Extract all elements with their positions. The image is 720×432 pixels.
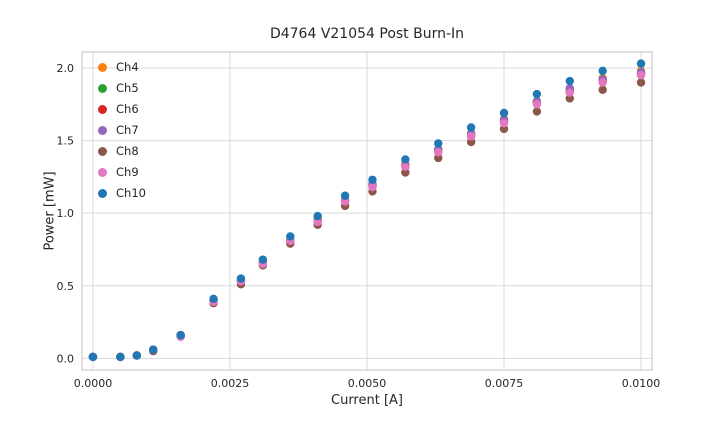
data-point-ch8 xyxy=(499,124,509,134)
x-tick-label: 0.0075 xyxy=(485,377,524,390)
legend-label: Ch4 xyxy=(116,60,139,74)
data-point-ch9 xyxy=(368,182,377,192)
data-point-ch10 xyxy=(598,66,607,76)
legend-item-ch5: Ch5 xyxy=(98,81,146,95)
x-tick-label: 0.0000 xyxy=(74,377,113,390)
data-point-ch8 xyxy=(598,85,607,94)
legend-item-ch7: Ch7 xyxy=(98,123,146,137)
data-point-ch10 xyxy=(286,232,295,241)
legend-marker-icon xyxy=(98,188,107,198)
data-point-ch10 xyxy=(258,255,268,264)
data-point-ch10 xyxy=(88,352,98,362)
x-tick-label: 0.0050 xyxy=(348,377,387,390)
legend-label: Ch7 xyxy=(116,123,139,137)
data-point-ch8 xyxy=(565,94,574,103)
y-tick-label: 0.5 xyxy=(57,280,75,293)
data-point-ch8 xyxy=(466,137,476,147)
legend-marker-icon xyxy=(98,83,107,93)
data-point-ch10 xyxy=(499,108,509,118)
data-point-ch9 xyxy=(434,147,443,157)
legend-item-ch9: Ch9 xyxy=(98,165,146,179)
data-point-ch9 xyxy=(598,78,607,87)
x-tick-label: 0.0025 xyxy=(211,377,250,390)
data-point-ch10 xyxy=(434,139,443,148)
data-point-ch9 xyxy=(401,162,410,171)
legend-label: Ch9 xyxy=(116,165,139,179)
data-point-ch10 xyxy=(340,191,350,200)
data-point-ch10 xyxy=(149,345,158,354)
legend-item-ch6: Ch6 xyxy=(98,102,146,116)
legend-marker-icon xyxy=(98,62,107,72)
data-point-ch8 xyxy=(532,107,542,116)
legend-item-ch8: Ch8 xyxy=(98,144,146,158)
data-point-ch10 xyxy=(116,352,125,362)
data-point-ch9 xyxy=(636,71,646,80)
y-tick-label: 2.0 xyxy=(57,62,75,75)
y-tick-label: 1.0 xyxy=(57,207,75,220)
x-tick-label: 0.0100 xyxy=(622,377,661,390)
data-point-ch9 xyxy=(340,197,350,206)
legend-item-ch4: Ch4 xyxy=(98,60,146,74)
data-point-ch10 xyxy=(532,89,542,99)
legend-marker-icon xyxy=(98,146,107,156)
legend-marker-icon xyxy=(98,125,107,135)
legend-marker-icon xyxy=(98,167,107,177)
data-point-ch8 xyxy=(636,78,646,87)
legend-label: Ch10 xyxy=(116,186,146,200)
legend-marker-icon xyxy=(98,104,107,114)
data-point-ch10 xyxy=(236,274,246,283)
data-point-ch10 xyxy=(132,351,142,360)
data-point-ch10 xyxy=(313,211,322,221)
data-point-ch10 xyxy=(401,155,410,164)
data-point-ch9 xyxy=(565,88,574,97)
data-point-ch9 xyxy=(532,100,542,109)
data-point-ch10 xyxy=(209,294,218,304)
y-tick-label: 0.0 xyxy=(57,352,75,365)
data-point-ch10 xyxy=(565,76,574,86)
data-point-ch8 xyxy=(401,168,410,177)
data-point-ch9 xyxy=(466,132,476,141)
legend-item-ch10: Ch10 xyxy=(98,186,146,200)
data-point-ch10 xyxy=(466,123,476,132)
data-point-ch8 xyxy=(434,153,443,163)
plot-border xyxy=(81,51,653,371)
chart-title: D4764 V21054 Post Burn-In xyxy=(269,26,465,42)
data-point-ch10 xyxy=(636,59,646,68)
legend: Ch4 Ch5 Ch6 Ch7 Ch8 Ch9 Ch10 xyxy=(98,60,146,200)
data-point-ch9 xyxy=(313,217,322,227)
data-point-ch9 xyxy=(499,118,509,128)
data-point-ch10 xyxy=(176,330,185,340)
x-axis-label: Current [A] xyxy=(331,393,403,408)
data-point-ch10 xyxy=(368,175,377,184)
y-axis-label: Power [mW] xyxy=(42,171,58,251)
y-tick-label: 1.5 xyxy=(57,135,75,148)
legend-label: Ch6 xyxy=(116,102,139,116)
legend-label: Ch5 xyxy=(116,81,139,95)
legend-label: Ch8 xyxy=(116,144,139,158)
